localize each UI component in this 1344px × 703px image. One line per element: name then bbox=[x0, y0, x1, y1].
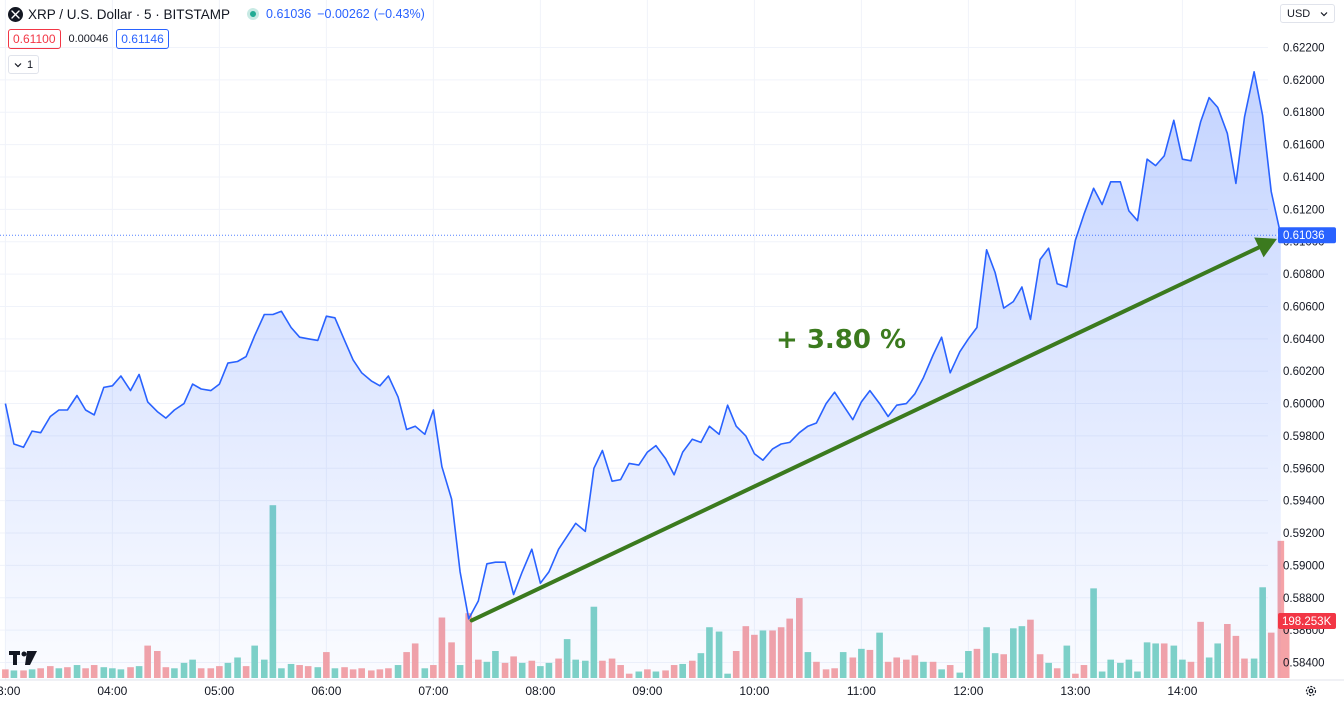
last-price: 0.61036 bbox=[266, 7, 312, 21]
volume-badge: 198.253K bbox=[1278, 613, 1336, 629]
time-tick-label: 11:00 bbox=[847, 684, 876, 698]
volume-badge-text: 198.253K bbox=[1282, 616, 1332, 628]
gain-annotation: + 3.80 % bbox=[776, 325, 906, 355]
time-tick-label: 12:00 bbox=[953, 684, 983, 698]
indicators-count: 1 bbox=[27, 58, 34, 71]
time-tick-label: 10:00 bbox=[739, 684, 769, 698]
price-tick-label: 0.62200 bbox=[1283, 42, 1325, 54]
price-tick-label: 0.58800 bbox=[1283, 593, 1325, 605]
last-price-badge-text: 0.61036 bbox=[1283, 230, 1325, 242]
market-open-dot-icon bbox=[250, 11, 257, 17]
price-tick-label: 0.61200 bbox=[1283, 204, 1325, 216]
trend-arrow bbox=[469, 237, 1277, 623]
trend-arrow-head bbox=[1254, 237, 1277, 258]
price-tick-label: 0.58400 bbox=[1283, 658, 1325, 670]
currency-select[interactable]: USD bbox=[1280, 4, 1335, 23]
price-tick-label: 0.60600 bbox=[1283, 301, 1325, 313]
currency-label: USD bbox=[1287, 7, 1311, 20]
time-tick-label: 13:00 bbox=[1060, 684, 1090, 698]
time-tick-label: 09:00 bbox=[632, 684, 662, 698]
symbol-title[interactable]: XRP / U.S. Dollar · 5 · BITSTAMP bbox=[28, 6, 231, 22]
price-tick-label: 0.59600 bbox=[1283, 463, 1325, 475]
price-tick-label: 0.59800 bbox=[1283, 431, 1325, 443]
price-tick-label: 0.59000 bbox=[1283, 560, 1325, 572]
time-tick-label: 14:00 bbox=[1167, 684, 1197, 698]
volume-bar bbox=[2, 669, 9, 678]
bid-price[interactable]: 0.61100 bbox=[8, 29, 61, 49]
price-tick-label: 0.62000 bbox=[1283, 75, 1325, 87]
volume-bar bbox=[1282, 620, 1290, 678]
price-change-percent: (−0.43%) bbox=[373, 7, 425, 21]
price-axis: 0.584000.586000.588000.590000.592000.594… bbox=[1283, 42, 1325, 669]
bid-ask-quotes: 0.61100 0.00046 0.61146 bbox=[8, 29, 169, 49]
time-tick-label: 03:00 bbox=[0, 684, 21, 698]
price-tick-label: 0.60800 bbox=[1283, 269, 1325, 281]
tradingview-logo-icon[interactable] bbox=[9, 651, 37, 671]
price-tick-label: 0.61800 bbox=[1283, 107, 1325, 119]
symbol-legend: XRP / U.S. Dollar · 5 · BITSTAMP 0.61036… bbox=[8, 5, 425, 23]
price-change: −0.00262 bbox=[317, 7, 370, 21]
gear-icon[interactable] bbox=[1302, 682, 1320, 700]
chevron-down-icon bbox=[14, 59, 22, 71]
price-area-fill bbox=[5, 71, 1281, 681]
time-tick-label: 04:00 bbox=[97, 684, 127, 698]
last-price-badge-bg bbox=[1278, 227, 1336, 244]
price-tick-label: 0.59200 bbox=[1283, 528, 1325, 540]
price-tick-label: 0.60400 bbox=[1283, 334, 1325, 346]
time-tick-label: 08:00 bbox=[525, 684, 555, 698]
time-tick-label: 06:00 bbox=[311, 684, 341, 698]
last-price-badge: 0.61036 bbox=[1278, 227, 1336, 244]
time-tick-label: 05:00 bbox=[204, 684, 234, 698]
time-tick-label: 07:00 bbox=[418, 684, 448, 698]
volume-bar bbox=[1277, 540, 1285, 678]
price-tick-label: 0.60200 bbox=[1283, 366, 1325, 378]
price-tick-label: 0.60000 bbox=[1283, 399, 1325, 411]
price-tick-label: 0.61600 bbox=[1283, 140, 1325, 152]
spread-value: 0.00046 bbox=[68, 33, 109, 45]
xrp-logo-icon bbox=[8, 6, 23, 22]
trend-arrow-shaft bbox=[469, 244, 1263, 623]
chevron-down-icon bbox=[1320, 8, 1328, 20]
indicators-toggle-button[interactable]: 1 bbox=[8, 55, 40, 74]
price-tick-label: 0.61400 bbox=[1283, 172, 1325, 184]
price-tick-label: 0.59400 bbox=[1283, 496, 1325, 508]
price-line bbox=[4, 71, 1282, 620]
volume-badge-bg bbox=[1278, 613, 1336, 629]
time-axis: 03:00 04:00 05:00 06:00 07:00 08:00 09:00 10:00… bbox=[0, 679, 1344, 698]
ask-price[interactable]: 0.61146 bbox=[116, 29, 169, 49]
